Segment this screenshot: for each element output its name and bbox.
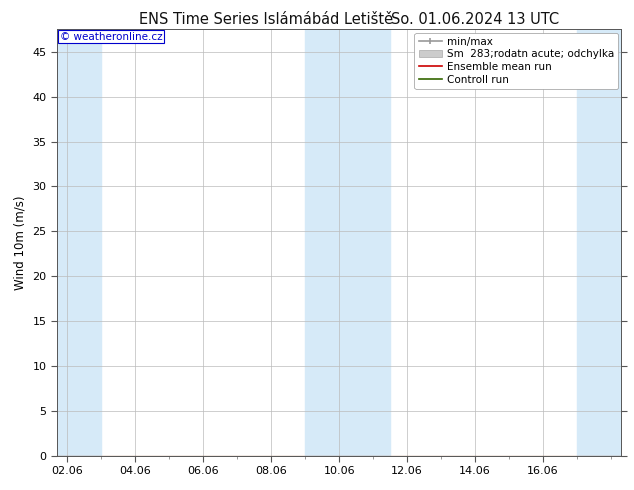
Legend: min/max, Sm  283;rodatn acute; odchylka, Ensemble mean run, Controll run: min/max, Sm 283;rodatn acute; odchylka, … xyxy=(415,32,618,89)
Text: So. 01.06.2024 13 UTC: So. 01.06.2024 13 UTC xyxy=(391,12,560,27)
Bar xyxy=(305,29,390,456)
Y-axis label: Wind 10m (m/s): Wind 10m (m/s) xyxy=(14,196,27,290)
Bar xyxy=(57,29,101,456)
Text: ENS Time Series Islámábád Letiště: ENS Time Series Islámábád Letiště xyxy=(139,12,393,27)
Bar xyxy=(577,29,621,456)
Text: © weatheronline.cz: © weatheronline.cz xyxy=(60,31,162,42)
